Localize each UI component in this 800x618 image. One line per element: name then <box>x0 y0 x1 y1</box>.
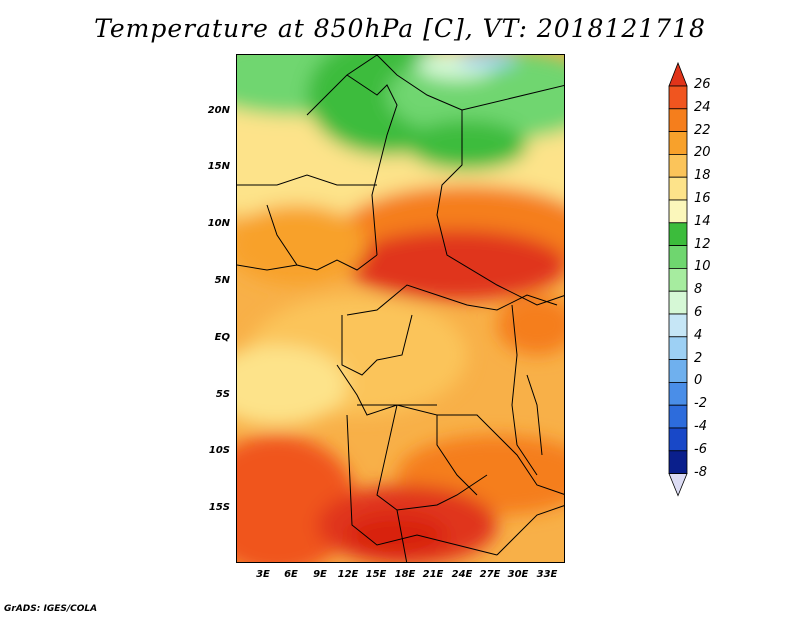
lat-label-5s: 5S <box>215 389 230 400</box>
color-bar-segment <box>668 108 688 132</box>
color-bar-segment <box>668 313 688 338</box>
lat-label-10s: 10S <box>208 445 230 456</box>
color-bar-segment <box>668 450 688 474</box>
color-bar-segment <box>668 404 688 429</box>
lon-label-3e: 3E <box>256 569 270 580</box>
temperature-map <box>236 54 565 563</box>
lat-label-15s: 15S <box>208 502 230 513</box>
color-bar-label: -6 <box>694 441 707 457</box>
lat-label-eq: EQ <box>214 332 230 343</box>
color-bar-segment <box>668 381 688 406</box>
color-bar-segment <box>668 359 688 383</box>
color-bar-segment <box>668 222 688 247</box>
color-bar-segment <box>668 199 688 224</box>
color-bar-label: 8 <box>694 282 703 298</box>
color-bar-label: 22 <box>694 122 711 138</box>
color-bar-label: 12 <box>694 236 711 252</box>
color-bar-label: -2 <box>694 396 707 412</box>
color-bar-label: 16 <box>694 191 711 206</box>
color-bar-segment <box>668 131 688 155</box>
color-bar-label: -4 <box>694 419 707 434</box>
color-bar-segment <box>668 336 688 360</box>
color-bar-label: 14 <box>694 213 711 229</box>
color-bar-segment <box>668 427 688 452</box>
color-bar-label: 6 <box>694 305 703 320</box>
color-bar-label: 18 <box>694 168 711 184</box>
color-bar-label: 2 <box>694 350 703 366</box>
lon-label-12e: 12E <box>337 569 359 580</box>
color-bar-label: -8 <box>694 464 707 480</box>
color-bar-segment <box>668 154 688 178</box>
credit-text: GrADS: IGES/COLA <box>4 604 98 614</box>
color-bar-bottom-arrow <box>668 473 688 497</box>
color-bar-label: 24 <box>694 99 711 115</box>
lon-label-33e: 33E <box>536 569 558 580</box>
color-bar-segment <box>668 245 688 269</box>
color-bar-label: 10 <box>694 259 711 275</box>
color-bar-segment <box>668 290 688 315</box>
color-bar-segment <box>668 85 688 110</box>
lon-label-24e: 24E <box>451 569 473 580</box>
lon-label-6e: 6E <box>284 569 298 580</box>
lat-label-5n: 5N <box>214 275 230 286</box>
color-bar-label: 26 <box>694 77 711 92</box>
color-bar-label: 0 <box>694 373 703 389</box>
lon-label-15e: 15E <box>365 569 387 580</box>
lon-label-27e: 27E <box>479 569 501 580</box>
lat-label-10n: 10N <box>207 218 230 229</box>
lon-label-30e: 30E <box>507 569 529 580</box>
color-bar-label: 20 <box>694 145 711 161</box>
lat-label-15n: 15N <box>207 161 230 172</box>
color-bar-segment <box>668 267 688 292</box>
color-bar-segment <box>668 176 688 201</box>
map-title: Temperature at 850hPa [C], VT: 201812171… <box>94 14 706 43</box>
color-bar-top-arrow <box>668 61 688 87</box>
lon-label-9e: 9E <box>313 569 327 580</box>
color-bar-label: 4 <box>694 327 703 343</box>
lon-label-18e: 18E <box>394 569 416 580</box>
color-bar <box>668 61 688 497</box>
lon-label-21e: 21E <box>422 569 444 580</box>
lat-label-20n: 20N <box>207 105 230 116</box>
